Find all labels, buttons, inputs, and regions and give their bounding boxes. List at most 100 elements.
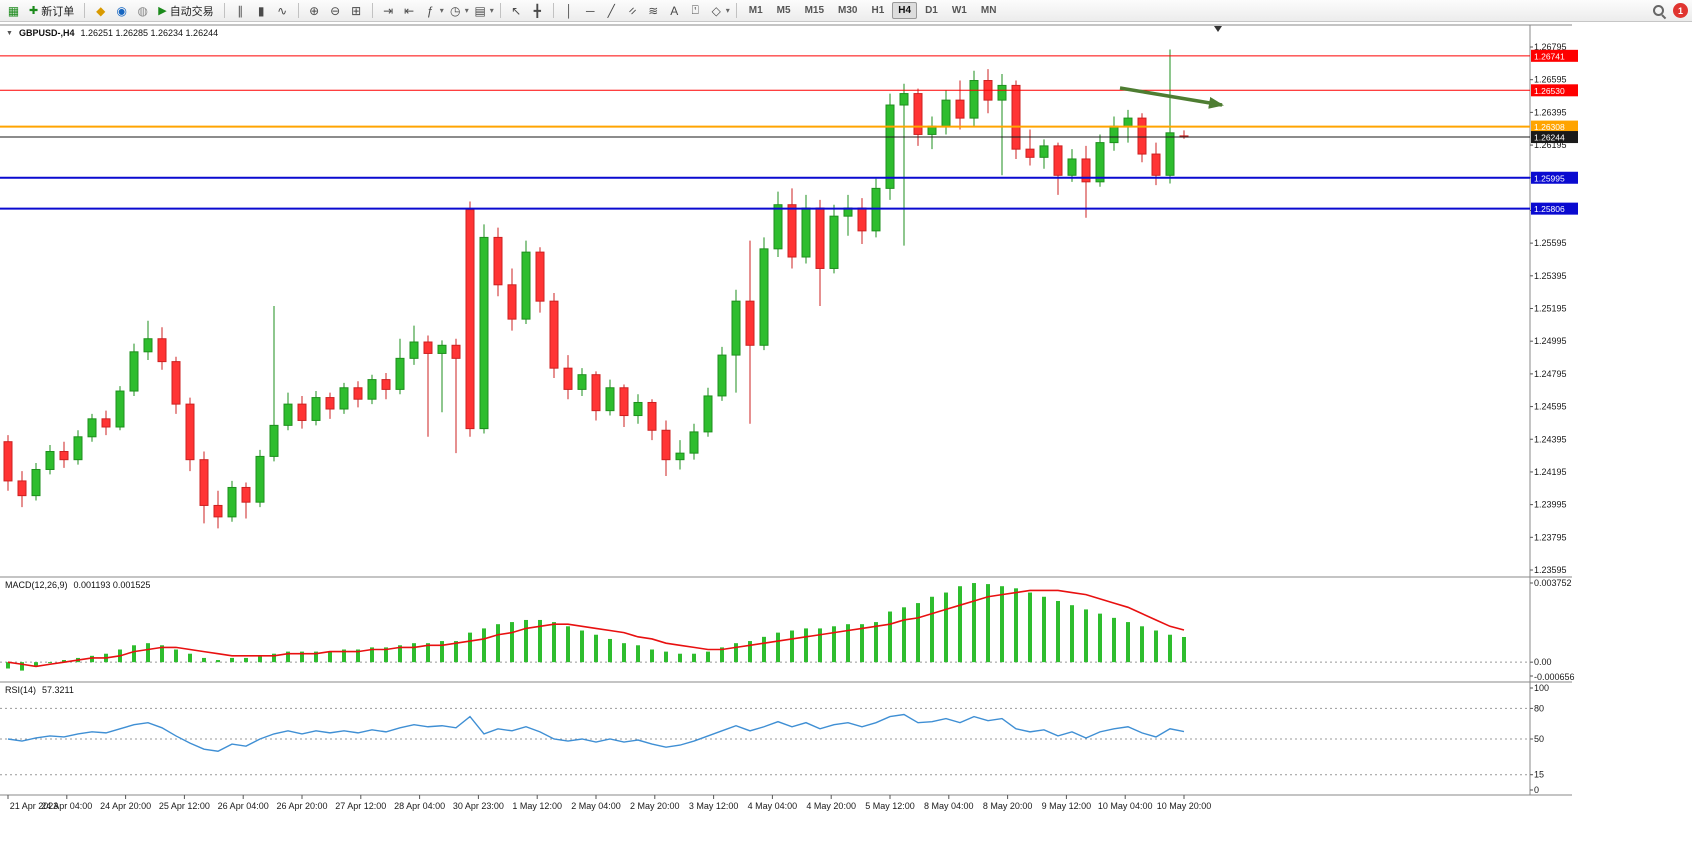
chart-area[interactable]: 1.267951.265951.263951.261951.259951.257… <box>0 22 1692 854</box>
rsi-header: RSI(14) 57.3211 <box>5 685 74 695</box>
market-watch-icon[interactable]: ◆ <box>96 3 106 18</box>
templates-icon[interactable]: ▤ <box>474 3 486 18</box>
chart-collapse-icon[interactable]: ▼ <box>6 29 13 37</box>
svg-text:80: 80 <box>1534 703 1544 713</box>
indicators-icon[interactable]: ƒ <box>426 3 434 18</box>
timeframe-m30-button[interactable]: M30 <box>832 2 863 19</box>
svg-text:26 Apr 20:00: 26 Apr 20:00 <box>276 801 327 811</box>
channel-icon[interactable]: = <box>623 2 642 20</box>
templates-dropdown-icon[interactable]: ▾ <box>489 6 494 15</box>
macd-histogram <box>6 583 1186 671</box>
timeframe-m15-button[interactable]: M15 <box>799 2 830 19</box>
timeframe-m5-button[interactable]: M5 <box>771 2 797 19</box>
line-chart-icon[interactable]: ∿ <box>277 3 288 18</box>
svg-text:-0.000656: -0.000656 <box>1534 672 1575 682</box>
svg-text:1.24595: 1.24595 <box>1534 402 1567 412</box>
vertical-line-icon[interactable]: │ <box>565 3 573 18</box>
svg-text:1.26308: 1.26308 <box>1534 122 1565 132</box>
autotrade-label: 自动交易 <box>169 5 214 18</box>
indicators-dropdown-icon[interactable]: ▾ <box>439 6 444 15</box>
svg-text:8 May 04:00: 8 May 04:00 <box>924 801 974 811</box>
bar-chart-icon[interactable]: ∥ <box>237 3 244 18</box>
timeframe-m1-button[interactable]: M1 <box>743 2 769 19</box>
svg-text:10 May 04:00: 10 May 04:00 <box>1098 801 1153 811</box>
new-order-label: 新订单 <box>41 5 75 18</box>
candlestick-chart-icon[interactable]: ▮ <box>257 3 265 18</box>
svg-text:1.24395: 1.24395 <box>1534 434 1567 444</box>
svg-text:1.24795: 1.24795 <box>1534 369 1567 379</box>
svg-text:4 May 04:00: 4 May 04:00 <box>748 801 798 811</box>
svg-text:28 Apr 04:00: 28 Apr 04:00 <box>394 801 445 811</box>
macd-header: MACD(12,26,9) 0.001193 0.001525 <box>5 580 150 590</box>
search-icon[interactable] <box>1651 3 1667 19</box>
macd-values: 0.001193 0.001525 <box>73 580 151 590</box>
auto-scroll-icon[interactable]: ⇥ <box>383 3 394 18</box>
profile-icon[interactable]: ◉ <box>116 3 127 18</box>
text-label-icon[interactable]: ⍞ <box>691 3 699 17</box>
timeframe-h4-button[interactable]: H4 <box>892 2 918 19</box>
svg-text:24 Apr 04:00: 24 Apr 04:00 <box>41 801 92 811</box>
trend-arrow[interactable] <box>1119 86 1224 109</box>
svg-text:10 May 20:00: 10 May 20:00 <box>1157 801 1212 811</box>
svg-text:1.26741: 1.26741 <box>1534 51 1565 61</box>
shapes-dropdown-icon[interactable]: ▾ <box>725 6 730 15</box>
timeframe-d1-button[interactable]: D1 <box>919 2 944 19</box>
new-order-icon: ✚ <box>29 5 39 17</box>
svg-text:1.24995: 1.24995 <box>1534 336 1567 346</box>
periods-icon[interactable]: ◷ <box>449 3 461 18</box>
rsi-axis-labels[interactable]: 100 80 50 15 0 <box>1530 683 1549 795</box>
rsi-value: 57.3211 <box>42 685 74 695</box>
separator <box>223 3 225 18</box>
tile-windows-icon[interactable]: ⊞ <box>351 3 362 18</box>
timeframe-mn-button[interactable]: MN <box>975 2 1003 19</box>
candlestick-series <box>3 49 1189 529</box>
crosshair-icon[interactable]: ╋ <box>533 3 541 18</box>
fibonacci-icon[interactable]: ≋ <box>648 3 659 18</box>
trendline-icon[interactable]: ╱ <box>607 3 615 18</box>
app-icon[interactable]: ▦ <box>7 3 20 18</box>
new-order-button[interactable]: ✚ 新订单 <box>25 2 78 20</box>
autotrade-play-icon: ▶ <box>158 5 167 17</box>
svg-text:26 Apr 04:00: 26 Apr 04:00 <box>218 801 269 811</box>
zoom-out-icon[interactable]: ⊖ <box>330 3 341 18</box>
svg-text:4 May 20:00: 4 May 20:00 <box>806 801 856 811</box>
svg-text:1.26395: 1.26395 <box>1534 107 1567 117</box>
periods-dropdown-icon[interactable]: ▾ <box>464 6 469 15</box>
svg-text:8 May 20:00: 8 May 20:00 <box>983 801 1033 811</box>
toolbar: ▦ ✚ 新订单 ◆ ◉ ◍ ▶ 自动交易 ∥ ▮ ∿ ⊕ ⊖ ⊞ ⇥ ⇤ ƒ ▾… <box>0 0 1692 22</box>
svg-text:1.25806: 1.25806 <box>1534 204 1565 214</box>
svg-text:1.26244: 1.26244 <box>1534 133 1565 143</box>
timeframe-w1-button[interactable]: W1 <box>946 2 973 19</box>
svg-text:1.25195: 1.25195 <box>1534 304 1567 314</box>
chart-canvas[interactable]: 1.267951.265951.263951.261951.259951.257… <box>0 22 1692 854</box>
macd-axis-labels[interactable]: 0.003752 0.00 -0.000656 <box>1530 578 1575 682</box>
horizontal-line-icon[interactable]: ─ <box>585 3 595 18</box>
level-price-badge: 1.26530 <box>1531 84 1578 97</box>
autotrade-button[interactable]: ▶ 自动交易 <box>154 2 217 20</box>
level-price-badge: 1.25806 <box>1531 202 1578 215</box>
svg-text:1.25595: 1.25595 <box>1534 238 1567 248</box>
svg-text:5 May 12:00: 5 May 12:00 <box>865 801 915 811</box>
svg-text:1.26795: 1.26795 <box>1534 42 1567 52</box>
svg-text:9 May 12:00: 9 May 12:00 <box>1042 801 1092 811</box>
svg-text:30 Apr 23:00: 30 Apr 23:00 <box>453 801 504 811</box>
separator <box>371 3 373 18</box>
macd-signal-line <box>7 589 1185 668</box>
signals-icon[interactable]: ◍ <box>137 3 148 18</box>
chart-shift-icon[interactable]: ⇤ <box>404 3 415 18</box>
chart-shift-marker[interactable] <box>1214 26 1222 32</box>
notification-badge[interactable]: 1 <box>1673 3 1688 18</box>
svg-text:3 May 12:00: 3 May 12:00 <box>689 801 739 811</box>
cursor-icon[interactable]: ↖ <box>511 3 522 18</box>
timeframe-h1-button[interactable]: H1 <box>865 2 890 19</box>
svg-text:1.23595: 1.23595 <box>1534 565 1567 575</box>
svg-text:1.23795: 1.23795 <box>1534 532 1567 542</box>
shapes-icon[interactable]: ◇ <box>711 3 721 18</box>
level-price-badge: 1.26308 <box>1531 120 1578 133</box>
svg-text:1.26195: 1.26195 <box>1534 140 1567 150</box>
text-icon[interactable]: A <box>670 3 679 18</box>
chart-header: ▼ GBPUSD-,H4 1.26251 1.26285 1.26234 1.2… <box>6 28 218 38</box>
zoom-in-icon[interactable]: ⊕ <box>309 3 320 18</box>
